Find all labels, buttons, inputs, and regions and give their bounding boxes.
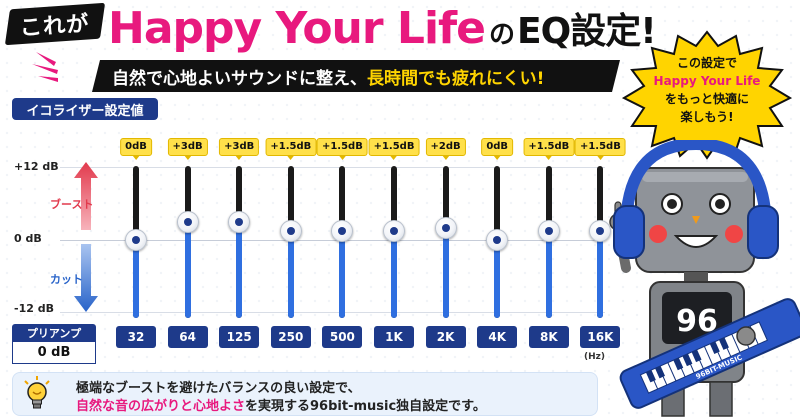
bubble-line-3: をもっと快適に — [664, 92, 749, 106]
gain-tag: 0dB — [120, 138, 152, 160]
slider-knob[interactable] — [537, 220, 560, 242]
grid-line-top — [60, 167, 605, 168]
speech-burst — [622, 30, 792, 160]
note-line-2: 自然な音の広がりと心地よさを実現する96bit-music独自設定です。 — [76, 395, 486, 414]
freq-label: 500 — [322, 326, 363, 348]
title-main: Happy Your Life — [108, 3, 486, 54]
freq-label: 16K — [580, 326, 621, 348]
slider-fill — [391, 231, 397, 318]
gain-tag: +2dB — [425, 138, 466, 160]
cut-arrow-icon — [74, 244, 98, 312]
slider-fill — [236, 222, 243, 318]
subtitle-part1: 自然で心地よいサウンドに整え、 — [112, 68, 367, 89]
slider-fill — [545, 231, 552, 318]
grid-line-zero — [60, 240, 605, 241]
gain-tag: +3dB — [167, 138, 208, 160]
accent-slashes — [32, 52, 58, 82]
gain-tag: +1.5dB — [265, 138, 317, 160]
freq-label: 2K — [425, 326, 466, 348]
slider-fill — [597, 231, 604, 318]
freq-label: 32 — [116, 326, 156, 348]
preamp-value: 0 dB — [12, 342, 96, 364]
cut-label: カット — [50, 273, 83, 286]
gain-tag: +1.5dB — [316, 138, 368, 160]
note-highlight: 自然な音の広がりと心地よさ — [76, 399, 246, 414]
gain-tag: +3dB — [219, 138, 260, 160]
slider-knob[interactable] — [589, 220, 612, 242]
boost-label: ブースト — [50, 198, 94, 211]
slider-knob[interactable] — [176, 211, 199, 233]
gain-tag: +1.5dB — [523, 138, 575, 160]
gain-tag: 0dB — [481, 138, 514, 160]
freq-label: 8K — [528, 326, 569, 348]
slider-knob[interactable] — [331, 220, 354, 242]
boost-arrow-icon — [74, 162, 98, 230]
bubble-line-1: この設定で — [676, 56, 737, 70]
page-title: Happy Your Life の EQ設定! — [108, 2, 657, 58]
subtitle-part2: 長時間でも疲れにくい! — [367, 68, 545, 89]
axis-label-top: +12 dB — [14, 160, 59, 173]
title-no: の — [489, 20, 516, 50]
axis-label-bottom: -12 dB — [14, 302, 54, 315]
note-line-1: 極端なブーストを避けたバランスの良い設定で、 — [76, 381, 361, 396]
slider-knob[interactable] — [486, 229, 509, 251]
slider-fill — [287, 231, 294, 318]
slider-fill — [339, 231, 346, 318]
freq-label: 64 — [167, 326, 208, 348]
slider-knob[interactable] — [434, 217, 457, 239]
slider-fill — [133, 240, 139, 318]
slider-fill — [184, 222, 191, 318]
bubble-line-2: Happy Your Life — [653, 74, 761, 88]
hz-unit: (Hz) — [584, 352, 605, 362]
freq-label: 4K — [477, 326, 518, 348]
gain-tag: +1.5dB — [368, 138, 420, 160]
gain-tag: +1.5dB — [574, 138, 626, 160]
slider-knob[interactable] — [279, 220, 302, 242]
kore-ga-badge: これが — [4, 2, 106, 46]
slider-knob[interactable] — [383, 220, 405, 242]
info-note — [12, 372, 598, 416]
title-end: EQ設定! — [517, 11, 657, 52]
badge-text: これが — [19, 11, 92, 42]
freq-label: 250 — [270, 326, 311, 348]
subtitle: 自然で心地よいサウンドに整え、 長時間でも疲れにくい! — [112, 60, 612, 92]
robot-mascot: 96 96BIT-MUSIC — [609, 140, 800, 417]
grid-line-bottom — [60, 312, 605, 313]
slider-fill — [494, 240, 501, 318]
note-rest: を実現する96bit-music独自設定です。 — [245, 399, 486, 414]
lightbulb-icon — [24, 376, 50, 409]
preamp-label: プリアンプ — [12, 324, 96, 342]
slider-knob[interactable] — [228, 211, 251, 233]
slider-fill — [442, 228, 449, 318]
speech-burst-text: この設定で Happy Your Life をもっと快適に 楽しもう! — [640, 54, 774, 126]
bubble-line-4: 楽しもう! — [680, 110, 734, 124]
boost-cut-arrows — [74, 162, 98, 312]
axis-label-mid: 0 dB — [14, 232, 42, 245]
eq-section-header: イコライザー設定値 — [12, 98, 158, 120]
slider-knob[interactable] — [125, 229, 147, 251]
freq-label: 125 — [219, 326, 260, 348]
freq-label: 1K — [374, 326, 414, 348]
